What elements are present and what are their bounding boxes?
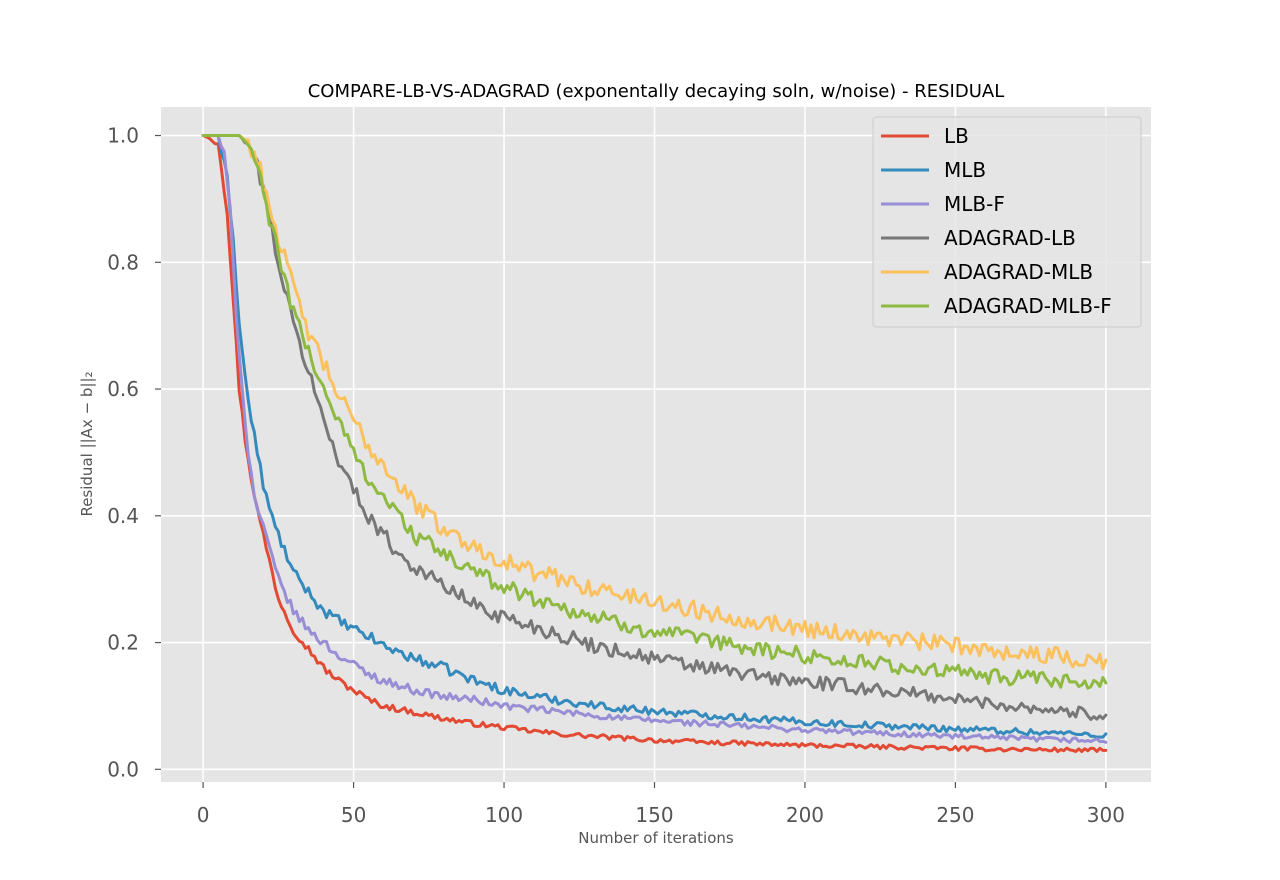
y-tick-label: 0.0 [107, 757, 139, 781]
series-line-mlb-f [201, 134, 1108, 744]
y-tick-label: 0.6 [107, 377, 139, 401]
y-tick-label: 0.8 [107, 250, 139, 274]
series-line-adagrad-mlb-f [201, 134, 1108, 690]
x-tick-label: 0 [197, 803, 210, 827]
y-tick-label: 1.0 [107, 124, 139, 148]
legend-label: ADAGRAD-MLB [944, 260, 1093, 284]
series-line-adagrad-mlb [201, 134, 1108, 671]
x-tick-label: 250 [936, 803, 974, 827]
chart-title: COMPARE-LB-VS-ADAGRAD (exponentally deca… [308, 81, 1005, 102]
legend-label: ADAGRAD-LB [944, 226, 1076, 250]
x-tick-label: 50 [341, 803, 366, 827]
legend-frame [872, 116, 1142, 328]
x-tick-label: 100 [485, 803, 523, 827]
series-line-mlb [201, 134, 1108, 739]
x-axis-label: Number of iterations [578, 829, 734, 847]
series-line-adagrad-lb [201, 134, 1108, 721]
series-lines [201, 134, 1108, 754]
axis-ticks: 0 50 100 150 200 250 300 0.0 0.2 0.4 0.6 0.8 1.0 [107, 124, 1125, 827]
x-tick-label: 300 [1087, 803, 1125, 827]
y-tick-label: 0.4 [107, 504, 139, 528]
legend-label: ADAGRAD-MLB-F [944, 294, 1112, 318]
legend-label: MLB [944, 158, 986, 182]
y-axis-label: Residual ||Ax − b||₂ [78, 371, 96, 516]
legend: LB MLB MLB-F ADAGRAD-LB ADAGRAD-MLB ADAGRAD-M… [872, 116, 1142, 328]
legend-label: LB [944, 124, 969, 148]
x-tick-label: 200 [786, 803, 824, 827]
y-tick-label: 0.2 [107, 631, 139, 655]
legend-label: MLB-F [944, 192, 1005, 216]
x-tick-label: 150 [635, 803, 673, 827]
series-line-lb [201, 134, 1108, 754]
